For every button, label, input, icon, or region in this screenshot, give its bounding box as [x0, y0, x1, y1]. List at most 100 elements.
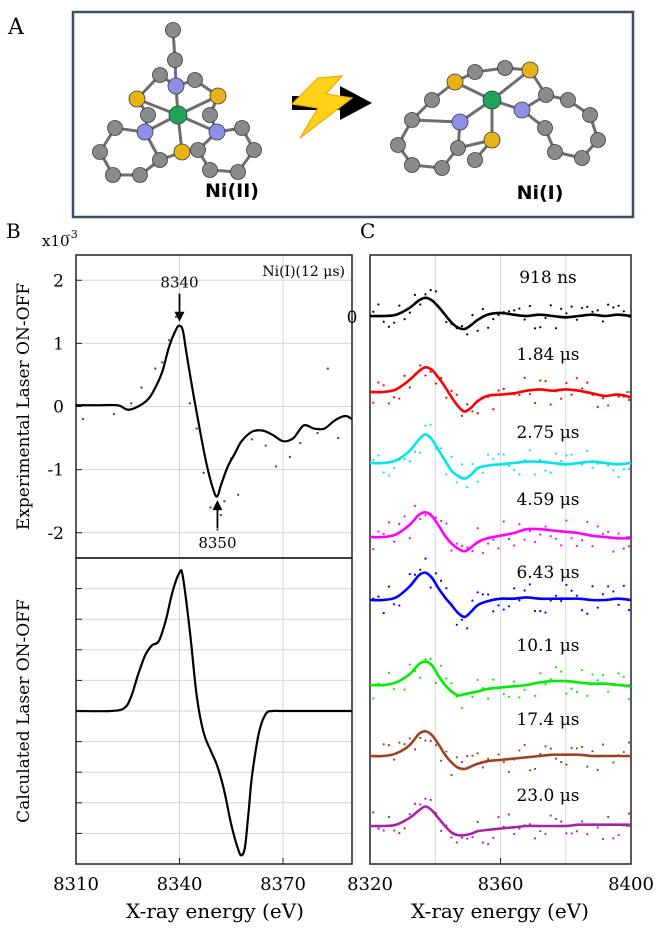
noise-point — [554, 666, 558, 669]
noise-point — [424, 514, 427, 517]
noise-point — [471, 314, 474, 317]
y-exponent-power: -3 — [67, 228, 78, 241]
noise-point — [607, 404, 610, 407]
noise-point — [497, 313, 500, 316]
noise-point — [533, 401, 537, 405]
noise-point — [627, 609, 631, 612]
noise-point — [429, 423, 432, 426]
scatter-point — [81, 417, 85, 421]
noise-point — [565, 832, 568, 835]
scatter-point — [209, 506, 212, 509]
noise-point — [471, 462, 474, 466]
noise-point — [591, 466, 594, 469]
noise-point — [481, 551, 484, 555]
noise-point — [497, 604, 500, 607]
noise-point — [460, 836, 464, 839]
calculated-curve — [75, 569, 352, 857]
noise-point — [393, 758, 396, 761]
noise-point — [575, 544, 578, 547]
scatter-point — [140, 386, 143, 389]
noise-point — [471, 754, 474, 757]
panel-label-a: A — [7, 15, 25, 40]
noise-point — [622, 584, 625, 587]
noise-point — [492, 836, 495, 840]
noise-point — [560, 397, 563, 400]
carbon-atom — [132, 167, 148, 183]
noise-point — [601, 743, 605, 746]
noise-point — [460, 414, 464, 417]
noise-point — [539, 610, 542, 613]
noise-point — [612, 306, 615, 309]
noise-point — [481, 766, 484, 769]
noise-point — [554, 452, 558, 455]
ni-ii-molecule — [92, 22, 262, 183]
y-axis-label: Calculated Laser ON-OFF — [14, 599, 34, 823]
scatter-point — [154, 367, 157, 370]
y-tick-label: 2 — [53, 271, 64, 291]
noise-point — [408, 813, 411, 816]
scatter-point — [188, 402, 192, 405]
noise-point — [403, 688, 406, 691]
plot-c-time-series: 0 918 ns 1.84 μs 2.75 μs 4.59 μs 6.43 μs 10.1 … — [347, 254, 654, 923]
noise-point — [533, 694, 537, 698]
noise-point — [513, 832, 516, 836]
noise-point — [455, 393, 458, 396]
noise-point — [424, 557, 427, 560]
lightning-bolt-icon — [290, 75, 372, 139]
noise-point — [513, 544, 516, 547]
noise-point — [560, 760, 563, 764]
noise-point — [403, 515, 406, 518]
noise-point — [607, 530, 610, 533]
noise-point — [377, 381, 380, 384]
noise-point — [570, 453, 573, 456]
carbon-atom — [202, 162, 218, 178]
carbon-atom — [165, 22, 181, 38]
noise-point — [565, 454, 568, 457]
noise-point — [413, 802, 417, 805]
noise-point — [528, 769, 531, 772]
noise-point — [445, 587, 448, 590]
noise-point — [596, 405, 599, 409]
noise-point — [445, 473, 448, 476]
noise-point — [601, 397, 605, 400]
noise-point — [533, 473, 537, 476]
y-tick-label: -1 — [47, 461, 64, 481]
noise-point — [586, 765, 589, 768]
noise-point — [445, 750, 448, 753]
noise-point — [450, 455, 453, 458]
noise-point — [466, 486, 469, 489]
noise-point — [518, 393, 521, 396]
noise-point — [424, 797, 427, 800]
noise-point — [434, 681, 438, 685]
noise-point — [554, 757, 558, 760]
noise-point — [393, 396, 396, 399]
x-tick-label: 8320 — [347, 874, 393, 895]
noise-point — [450, 836, 453, 839]
noise-point — [502, 387, 505, 391]
noise-point — [549, 471, 552, 474]
noise-point — [398, 832, 401, 835]
noise-point — [455, 542, 458, 545]
carbon-atom — [467, 64, 483, 80]
scatter-point — [264, 444, 267, 447]
scatter-point — [250, 438, 254, 441]
noise-point — [539, 326, 542, 329]
trough-arrow-head — [212, 500, 223, 511]
carbon-atom — [167, 52, 183, 68]
noise-point — [580, 745, 584, 749]
carbon-atom — [187, 72, 203, 88]
carbon-atom — [404, 157, 420, 173]
noise-point — [429, 370, 432, 373]
noise-point — [471, 549, 474, 553]
noise-point — [580, 668, 584, 672]
noise-point — [533, 837, 537, 840]
noise-point — [586, 612, 589, 615]
noise-point — [382, 612, 385, 615]
noise-point — [413, 450, 417, 453]
scatter-point — [288, 455, 292, 459]
noise-point — [466, 837, 469, 840]
noise-point — [513, 587, 516, 590]
noise-point — [481, 308, 484, 311]
noise-point — [476, 412, 479, 415]
scatter-point — [167, 339, 171, 342]
